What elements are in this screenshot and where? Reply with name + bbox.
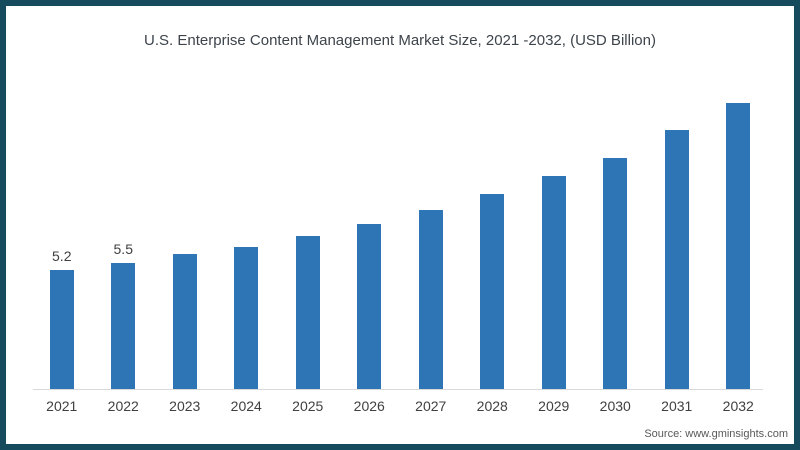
bar	[418, 210, 443, 389]
bar-group	[646, 130, 708, 389]
bar-group	[585, 158, 647, 389]
bar-group	[462, 194, 524, 389]
bar-group	[277, 236, 339, 389]
bar	[664, 130, 689, 389]
bar-group	[523, 176, 585, 389]
bar	[172, 254, 197, 389]
bar-group	[400, 210, 462, 389]
x-axis-labels: 2021 2022 2023 2024 2025 2026 2027 2028 2029 2030…	[31, 398, 769, 414]
bar	[480, 194, 505, 389]
x-axis-tick-label: 2029	[538, 398, 570, 414]
source-attribution: Source: www.gminsights.com	[644, 428, 788, 440]
bar-group	[216, 247, 278, 389]
x-axis-tick-label: 2021	[46, 398, 78, 414]
bar-value-label: 5.5	[113, 241, 133, 257]
bar	[234, 247, 259, 389]
bar-value-label: 5.2	[52, 248, 72, 264]
bar	[295, 236, 320, 389]
bar	[357, 224, 382, 389]
plot-area: 5.2 5.5	[31, 103, 769, 389]
bar-group: 5.5	[93, 241, 155, 389]
bar	[541, 176, 566, 389]
bar	[726, 103, 751, 389]
x-axis-tick-label: 2026	[353, 398, 385, 414]
x-axis-tick-label: 2022	[107, 398, 139, 414]
x-axis-line	[33, 389, 763, 390]
bar-group	[708, 103, 770, 389]
bar	[111, 263, 136, 389]
bar-group	[339, 224, 401, 389]
x-axis-tick-label: 2032	[722, 398, 754, 414]
x-axis-tick-label: 2025	[292, 398, 324, 414]
bar	[49, 270, 74, 389]
bar	[603, 158, 628, 389]
x-axis-tick-label: 2028	[476, 398, 508, 414]
x-axis-tick-label: 2031	[661, 398, 693, 414]
bar-group	[154, 254, 216, 389]
chart-title: U.S. Enterprise Content Management Marke…	[144, 32, 656, 49]
x-axis-tick-label: 2023	[169, 398, 201, 414]
x-axis-tick-label: 2027	[415, 398, 447, 414]
x-axis-tick-label: 2024	[230, 398, 262, 414]
x-axis-tick-label: 2030	[599, 398, 631, 414]
bar-group: 5.2	[31, 248, 93, 389]
